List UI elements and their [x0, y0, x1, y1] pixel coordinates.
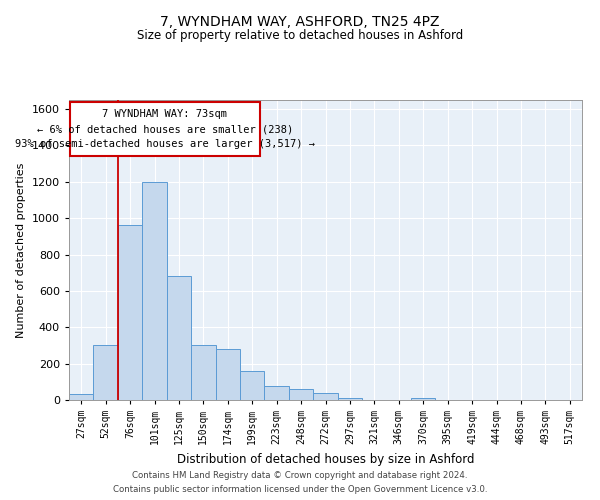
Bar: [265, 386, 289, 400]
Bar: [411, 398, 436, 400]
Text: 93% of semi-detached houses are larger (3,517) →: 93% of semi-detached houses are larger (…: [15, 140, 315, 149]
Bar: [118, 226, 142, 400]
Bar: [191, 346, 215, 400]
Bar: [240, 371, 265, 400]
Text: 7 WYNDHAM WAY: 73sqm: 7 WYNDHAM WAY: 73sqm: [103, 109, 227, 119]
Text: 7, WYNDHAM WAY, ASHFORD, TN25 4PZ: 7, WYNDHAM WAY, ASHFORD, TN25 4PZ: [160, 16, 440, 30]
Bar: [338, 398, 362, 400]
Text: ← 6% of detached houses are smaller (238): ← 6% of detached houses are smaller (238…: [37, 124, 293, 134]
FancyBboxPatch shape: [70, 102, 260, 156]
X-axis label: Distribution of detached houses by size in Ashford: Distribution of detached houses by size …: [177, 452, 474, 466]
Text: Contains public sector information licensed under the Open Government Licence v3: Contains public sector information licen…: [113, 484, 487, 494]
Bar: [142, 182, 167, 400]
Bar: [69, 394, 94, 400]
Bar: [215, 349, 240, 400]
Text: Contains HM Land Registry data © Crown copyright and database right 2024.: Contains HM Land Registry data © Crown c…: [132, 472, 468, 480]
Bar: [289, 389, 313, 400]
Bar: [313, 392, 338, 400]
Bar: [94, 346, 118, 400]
Text: Size of property relative to detached houses in Ashford: Size of property relative to detached ho…: [137, 28, 463, 42]
Y-axis label: Number of detached properties: Number of detached properties: [16, 162, 26, 338]
Bar: [167, 276, 191, 400]
